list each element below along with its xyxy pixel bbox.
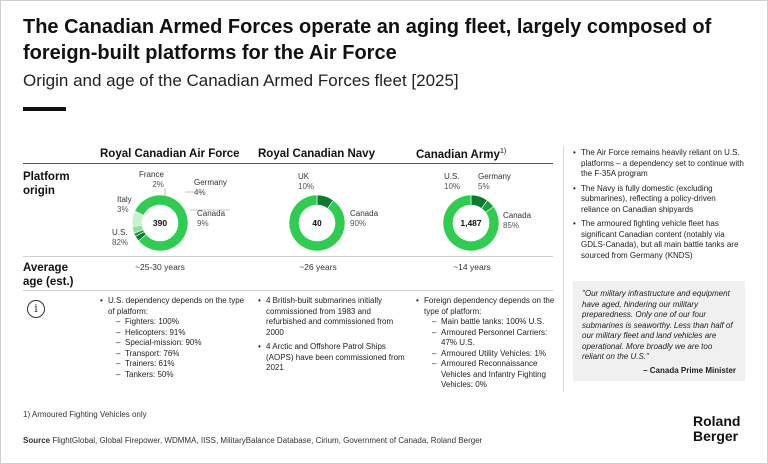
army-label-us: U.S. 10% [444, 172, 461, 191]
navy-label-uk: UK 10% [298, 172, 315, 191]
air-force-notes: U.S. dependency depends on the type of p… [100, 296, 245, 384]
donut-slice-canada [131, 210, 145, 227]
side-divider [563, 146, 564, 392]
donut-slice-u-s [134, 194, 189, 252]
list-item: Helicopters: 91% [108, 328, 245, 339]
list-item: Armoured Personnel Carriers: 47% U.S. [424, 328, 556, 349]
source-line: Source FlightGlobal, Global Firepower, W… [23, 436, 483, 445]
list-item: 4 Arctic and Offshore Patrol Ships (AOPS… [258, 342, 406, 374]
donut-slice-canada [442, 194, 500, 252]
list-item: Special-mission: 90% [108, 338, 245, 349]
footnote-marker: 1) [499, 148, 507, 155]
list-item: The armoured fighting vehicle fleet has … [573, 219, 745, 261]
army-donut-chart: 1,487 [442, 194, 500, 252]
donut-center-total: 390 [153, 218, 167, 228]
army-label-germany: Germany 5% [478, 172, 511, 191]
army-notes: Foreign dependency depends on the type o… [416, 296, 556, 395]
list-item: Main battle tanks: 100% U.S. [424, 317, 556, 328]
air-force-label-canada: Canada 9% [197, 209, 226, 228]
list-item: Foreign dependency depends on the type o… [416, 296, 556, 391]
row-divider-1 [23, 256, 553, 257]
col-heading-navy: Royal Canadian Navy [258, 148, 375, 160]
col-heading-air-force: Royal Canadian Air Force [100, 148, 240, 160]
list-item: Armoured Utility Vehicles: 1% [424, 349, 556, 360]
list-item: The Navy is fully domestic (excluding su… [573, 184, 745, 216]
donut-center-total: 1,487 [460, 218, 482, 228]
air-force-label-us: U.S. 82% [112, 228, 129, 247]
row-label-platform-origin: Platform origin [23, 171, 70, 197]
page-title: The Canadian Armed Forces operate an agi… [23, 16, 712, 64]
list-item: Trainers: 61% [108, 359, 245, 370]
title-accent-bar [23, 107, 66, 111]
air-force-label-france: France 2% [139, 170, 164, 189]
list-item: 4 British-built submarines initially com… [258, 296, 406, 338]
list-item: Transport: 76% [108, 349, 245, 360]
list-item: The Air Force remains heavily reliant on… [573, 148, 745, 180]
header-divider [23, 163, 553, 164]
list-item: Fighters: 100% [108, 317, 245, 328]
air-force-leader-lines [164, 188, 230, 211]
quote-box: "Our military infrastructure and equipme… [573, 281, 745, 381]
row-divider-2 [23, 290, 553, 291]
quote-attribution: – Canada Prime Minister [643, 365, 736, 375]
navy-average-age: ~26 years [299, 262, 337, 272]
donut-slice-canada [288, 194, 346, 252]
page-subtitle: Origin and age of the Canadian Armed For… [23, 71, 459, 90]
air-force-label-italy: Italy 3% [117, 195, 132, 214]
col-heading-army: Canadian Army1) [416, 148, 507, 161]
roland-berger-logo: Roland Berger [693, 413, 741, 444]
list-item: Tankers: 50% [108, 370, 245, 381]
air-force-average-age: ~25-30 years [135, 262, 185, 272]
army-label-canada: Canada 85% [503, 211, 532, 230]
navy-label-canada: Canada 90% [350, 209, 379, 228]
air-force-label-germany: Germany 4% [194, 178, 227, 197]
info-icon: i [27, 300, 45, 318]
navy-donut-chart: 40 [288, 194, 346, 252]
footnote: 1) Armoured Fighting Vehicles only [23, 410, 147, 419]
army-average-age: ~14 years [453, 262, 491, 272]
side-commentary: The Air Force remains heavily reliant on… [573, 148, 745, 265]
navy-notes: 4 British-built submarines initially com… [258, 296, 406, 378]
quote-text: "Our military infrastructure and equipme… [582, 289, 733, 361]
list-item: Armoured Reconnaissance Vehicles and Inf… [424, 359, 556, 391]
row-label-average-age: Average age (est.) [23, 262, 74, 288]
air-force-donut-chart: 390 [131, 194, 189, 252]
donut-center-total: 40 [312, 218, 322, 228]
list-item: U.S. dependency depends on the type of p… [100, 296, 245, 380]
